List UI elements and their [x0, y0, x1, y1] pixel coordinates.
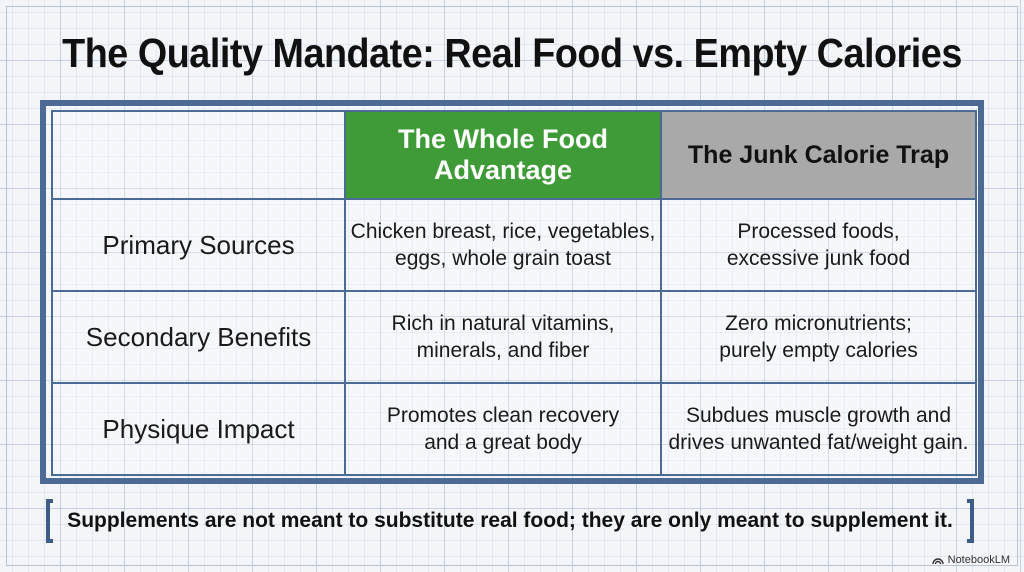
table-corner-cell [51, 110, 346, 200]
cell-physique-impact-whole-food: Promotes clean recovery and a great body [344, 382, 662, 476]
left-bracket-decoration [46, 499, 53, 543]
row-label-primary-sources: Primary Sources [51, 198, 346, 292]
column-header-whole-food-line-1: The Whole Food [398, 124, 608, 154]
watermark-label: NotebookLM [947, 554, 1010, 566]
column-header-whole-food-line-2: Advantage [433, 155, 573, 185]
cell-secondary-benefits-whole-food: Rich in natural vitamins, minerals, and … [344, 290, 662, 384]
cell-line: Processed foods, [737, 220, 900, 243]
comparison-table: The Whole Food Advantage The Junk Calori… [51, 110, 977, 476]
row-label-secondary-benefits: Secondary Benefits [51, 290, 346, 384]
cell-line: minerals, and fiber [416, 339, 590, 362]
cell-primary-sources-junk: Processed foods, excessive junk food [660, 198, 977, 292]
column-header-junk-calorie: The Junk Calorie Trap [660, 110, 977, 200]
table-header-row: The Whole Food Advantage The Junk Calori… [51, 110, 977, 200]
cell-secondary-benefits-junk: Zero micronutrients; purely empty calori… [660, 290, 977, 384]
cell-line: and a great body [424, 431, 582, 454]
footer-callout: Supplements are not meant to substitute … [46, 499, 974, 543]
cell-line: Subdues muscle growth and [686, 404, 951, 427]
table-row: Physique Impact Promotes clean recovery … [51, 382, 977, 476]
cell-line: drives unwanted fat/weight gain. [668, 431, 969, 454]
footer-note: Supplements are not meant to substitute … [67, 509, 953, 532]
comparison-table-frame: The Whole Food Advantage The Junk Calori… [40, 100, 984, 484]
notebooklm-logo-icon [931, 556, 944, 565]
cell-primary-sources-whole-food: Chicken breast, rice, vegetables, eggs, … [344, 198, 662, 292]
page-title: The Quality Mandate: Real Food vs. Empty… [62, 30, 962, 76]
cell-line: eggs, whole grain toast [395, 247, 611, 270]
cell-line: Chicken breast, rice, vegetables, [350, 220, 656, 243]
cell-line: Rich in natural vitamins, [391, 312, 615, 335]
cell-physique-impact-junk: Subdues muscle growth and drives unwante… [660, 382, 977, 476]
notebooklm-watermark: NotebookLM [931, 554, 1010, 566]
column-header-whole-food: The Whole Food Advantage [344, 110, 662, 200]
cell-line: excessive junk food [726, 247, 911, 270]
table-row: Primary Sources Chicken breast, rice, ve… [51, 198, 977, 292]
cell-line: Zero micronutrients; [725, 312, 912, 335]
row-label-physique-impact: Physique Impact [51, 382, 346, 476]
table-row: Secondary Benefits Rich in natural vitam… [51, 290, 977, 384]
cell-line: purely empty calories [719, 339, 918, 362]
right-bracket-decoration [967, 499, 974, 543]
cell-line: Promotes clean recovery [386, 404, 620, 427]
